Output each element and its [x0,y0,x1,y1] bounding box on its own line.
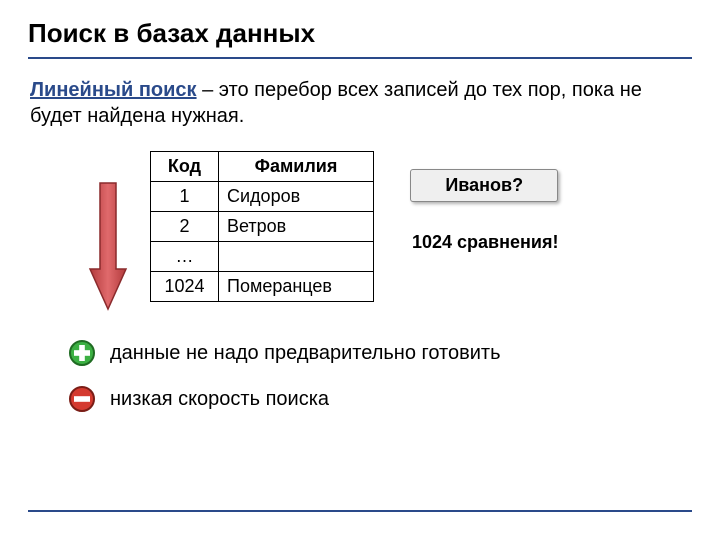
table-row: 2 Ветров [151,212,374,242]
header-name: Фамилия [219,152,374,182]
cell-name [219,242,374,272]
cell-name: Сидоров [219,182,374,212]
content-row: Код Фамилия 1 Сидоров 2 Ветров … 1024 По… [28,151,692,311]
down-arrow-container [88,151,128,311]
table-row: 1024 Померанцев [151,272,374,302]
definition: Линейный поиск – это перебор всех записе… [28,77,692,129]
callouts: Иванов? 1024 сравнения! [396,151,558,253]
table-row: … [151,242,374,272]
definition-term: Линейный поиск [30,79,197,101]
records-table: Код Фамилия 1 Сидоров 2 Ветров … 1024 По… [150,151,374,302]
bullet-plus: данные не надо предварительно готовить [68,339,692,367]
minus-icon [68,385,96,413]
down-arrow-icon [88,181,128,311]
cell-code: 2 [151,212,219,242]
bullet-text: низкая скорость поиска [110,388,329,411]
callout-question: Иванов? [410,169,558,202]
bullet-text: данные не надо предварительно готовить [110,342,501,365]
pros-cons-list: данные не надо предварительно готовить н… [28,339,692,413]
cell-code: 1 [151,182,219,212]
cell-name: Померанцев [219,272,374,302]
cell-name: Ветров [219,212,374,242]
table-header-row: Код Фамилия [151,152,374,182]
bullet-minus: низкая скорость поиска [68,385,692,413]
footer-rule [28,510,692,512]
cell-code: … [151,242,219,272]
slide-title: Поиск в базах данных [28,18,692,59]
table-row: 1 Сидоров [151,182,374,212]
plus-icon [68,339,96,367]
header-code: Код [151,152,219,182]
cell-code: 1024 [151,272,219,302]
callout-comparisons: 1024 сравнения! [410,232,558,253]
